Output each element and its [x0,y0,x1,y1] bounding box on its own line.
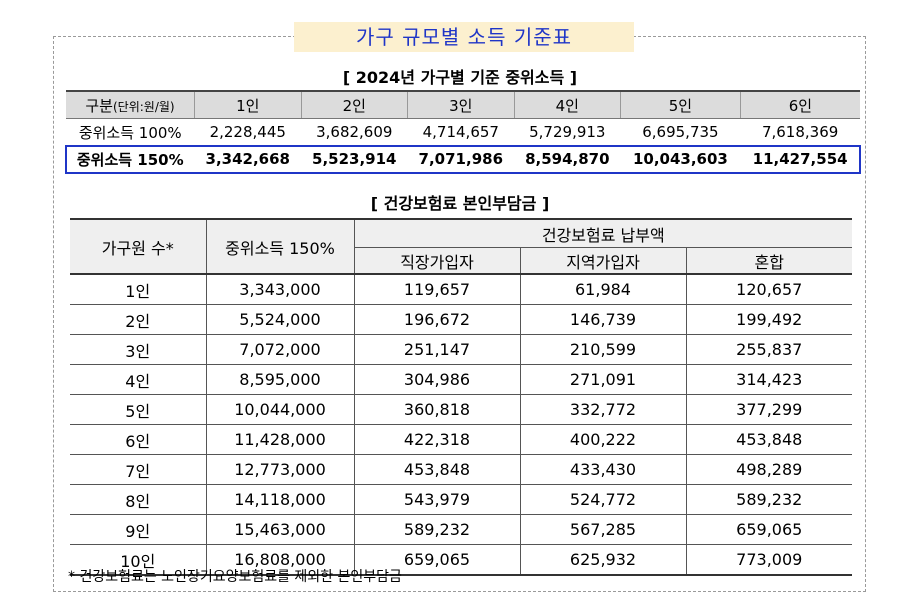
mixed-header: 혼합 [685,247,852,275]
column-header: 4인 [513,90,621,119]
table-cell-size: 5인 [70,394,207,425]
footnote: * 건강보험료는 노인장기요양보험료를 제외한 본인부담금 [68,569,402,585]
table-row: 9인 15,463,000 589,232 567,285 659,065 [70,514,852,545]
table-row: 10인 16,808,000 659,065 625,932 773,009 [70,544,852,576]
table-cell-employee: 304,986 [353,364,521,395]
column-header: 1인 [194,90,302,119]
column-header: 5인 [620,90,741,119]
table-cell-median: 10,044,000 [205,394,355,425]
regional-header: 지역가입자 [519,247,687,275]
table-cell-regional: 625,932 [519,544,687,576]
category-header: 구분(단위:원/월) [66,90,195,119]
column-header: 6인 [739,90,860,119]
unit-label: (단위:원/월) [112,99,175,114]
table-cell-employee: 453,848 [353,454,521,485]
table-cell-size: 10인 [70,544,207,576]
table-cell-regional: 524,772 [519,484,687,515]
table-cell-median: 3,343,000 [205,273,355,305]
table-cell-employee: 422,318 [353,424,521,455]
table-cell-mixed: 377,299 [685,394,852,425]
table-cell-employee: 543,979 [353,484,521,515]
table-row: 5인 10,044,000 360,818 332,772 377,299 [70,394,852,425]
table-cell-mixed: 773,009 [685,544,852,576]
median-income-table: 구분(단위:원/월) 1인 2인 3인 4인 5인 6인 중위소득 100% 2… [66,90,860,172]
table-cell-employee: 251,147 [353,334,521,365]
table-cell-median: 14,118,000 [205,484,355,515]
table-cell-size: 6인 [70,424,207,455]
table-cell-size: 1인 [70,273,207,305]
table-cell-employee: 119,657 [353,273,521,305]
table-cell-mixed: 589,232 [685,484,852,515]
table-cell-size: 2인 [70,304,207,335]
column-header: 3인 [407,90,515,119]
table-cell-regional: 146,739 [519,304,687,335]
column-header: 2인 [300,90,408,119]
median-income-section-title: [ 2024년 가구별 기준 중위소득 ] [342,68,578,87]
employee-header: 직장가입자 [354,247,521,275]
health-insurance-table: 가구원 수* 중위소득 150% 건강보험료 납부액 직장가입자 지역가입자 혼… [70,218,852,576]
table-cell-median: 5,524,000 [205,304,355,335]
table-cell-regional: 332,772 [519,394,687,425]
table-cell-mixed: 659,065 [685,514,852,545]
table-cell-regional: 400,222 [519,424,687,455]
table-cell: 3,342,668 [205,150,290,168]
table-row: 1인 3,343,000 119,657 61,984 120,657 [70,273,852,305]
table-cell-median: 7,072,000 [205,334,355,365]
table-cell-regional: 271,091 [519,364,687,395]
table-cell: 7,071,986 [418,150,504,168]
premium-section-title: [ 건강보험료 본인부담금 ] [370,194,550,213]
table-row: 2인 5,524,000 196,672 146,739 199,492 [70,304,852,335]
table-cell: 6,695,735 [620,118,741,146]
table-row: 7인 12,773,000 453,848 433,430 498,289 [70,454,852,485]
table-cell: 5,523,914 [312,150,397,168]
table-row: 3인 7,072,000 251,147 210,599 255,837 [70,334,852,365]
highlight-box [65,145,861,174]
table-cell-regional: 567,285 [519,514,687,545]
table-cell-mixed: 255,837 [685,334,852,365]
table-cell: 8,594,870 [525,150,610,168]
table-cell: 5,729,913 [514,118,621,146]
table-cell-regional: 433,430 [519,454,687,485]
table-cell: 10,043,603 [632,150,728,168]
table-cell-median: 8,595,000 [205,364,355,395]
median-income-header-row: 구분(단위:원/월) 1인 2인 3인 4인 5인 6인 [66,90,860,119]
category-label: 구분 [85,96,113,115]
table-cell-size: 9인 [70,514,207,545]
table-cell-median: 15,463,000 [205,514,355,545]
table-cell: 3,682,609 [301,118,408,146]
premium-header-row: 가구원 수* 중위소득 150% 건강보험료 납부액 [70,218,852,275]
table-row: 4인 8,595,000 304,986 271,091 314,423 [70,364,852,395]
page-title: 가구 규모별 소득 기준표 [294,22,634,52]
table-cell-size: 3인 [70,334,207,365]
table-cell: 7,618,369 [740,118,860,146]
table-cell-size: 7인 [70,454,207,485]
premium-group-header: 건강보험료 납부액 [353,218,852,248]
table-cell-employee: 360,818 [353,394,521,425]
table-cell-median: 16,808,000 [205,544,355,576]
table-cell-size: 4인 [70,364,207,395]
table-cell-mixed: 120,657 [685,273,852,305]
table-cell: 2,228,445 [194,118,302,146]
table-cell-regional: 61,984 [519,273,687,305]
table-cell-mixed: 314,423 [685,364,852,395]
table-cell: 11,427,554 [752,150,848,168]
table-cell-size: 8인 [70,484,207,515]
table-cell-mixed: 453,848 [685,424,852,455]
row-label: 중위소득 100% [66,118,195,146]
table-row: 6인 11,428,000 422,318 400,222 453,848 [70,424,852,455]
table-row: 중위소득 100% 2,228,445 3,682,609 4,714,657 … [66,118,860,146]
table-cell-mixed: 199,492 [685,304,852,335]
table-row: 8인 14,118,000 543,979 524,772 589,232 [70,484,852,515]
household-size-header: 가구원 수* [70,218,207,275]
table-cell-employee: 589,232 [353,514,521,545]
median-income-header: 중위소득 150% [205,218,355,275]
table-cell-median: 12,773,000 [205,454,355,485]
highlighted-row: 중위소득 150% 3,342,668 5,523,914 7,071,986 … [66,146,860,173]
table-cell-employee: 196,672 [353,304,521,335]
table-cell-mixed: 498,289 [685,454,852,485]
table-cell: 4,714,657 [407,118,515,146]
row-label: 중위소득 150% [76,150,184,169]
table-cell-regional: 210,599 [519,334,687,365]
table-cell-median: 11,428,000 [205,424,355,455]
